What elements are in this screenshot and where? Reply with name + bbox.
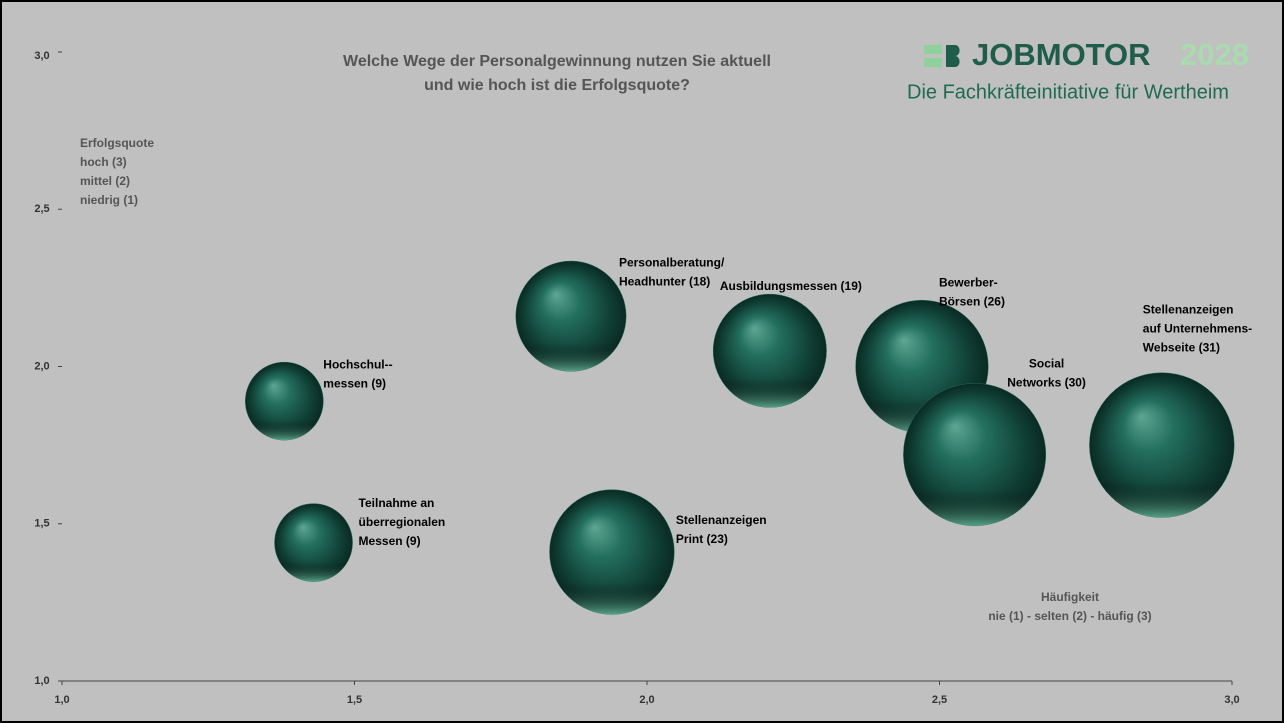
bubble-rim — [903, 383, 1046, 526]
bubble-label: messen (9) — [323, 376, 386, 390]
logo-name: JOBMOTOR — [972, 37, 1151, 72]
y-annotation: hoch (3) — [80, 155, 127, 169]
logo-icon — [924, 45, 942, 54]
x-annotation: nie (1) - selten (2) - häufig (3) — [988, 609, 1151, 623]
bubble-rim — [515, 261, 627, 372]
bubble-label: Personalberatung/ — [619, 255, 725, 269]
y-tick-label: 3,0 — [34, 50, 49, 62]
logo-year: 2028 — [1180, 37, 1249, 72]
logo-icon — [924, 58, 942, 67]
bubble-rim — [274, 503, 353, 582]
y-tick-label: 2,5 — [34, 203, 49, 215]
bubble-rim — [713, 294, 827, 408]
y-tick-label: 2,0 — [34, 360, 49, 372]
bubble-label: Börsen (26) — [939, 295, 1005, 309]
x-tick-label: 3,0 — [1224, 694, 1239, 706]
title: und wie hoch ist die Erfolgsquote? — [424, 77, 690, 94]
bubble-rim — [1089, 372, 1235, 518]
logo-icon — [946, 45, 960, 67]
bubble-rim — [549, 489, 675, 615]
bubble-label: Print (23) — [676, 532, 728, 546]
x-tick-label: 1,0 — [54, 694, 69, 706]
bubble-label: überregionalen — [359, 515, 446, 529]
bubble-label: Ausbildungsmessen (19) — [720, 279, 862, 293]
y-annotation: Erfolgsquote — [80, 136, 154, 150]
bubble-rim — [245, 362, 324, 441]
bubble-label: Social — [1029, 357, 1064, 371]
bubble-label: Hochschul-- — [323, 357, 392, 371]
logo-tagline: Die Fachkräfteinitiative für Wertheim — [907, 81, 1229, 103]
x-tick-label: 2,5 — [932, 694, 947, 706]
y-tick-label: 1,5 — [34, 518, 49, 530]
x-tick-label: 1,5 — [347, 694, 362, 706]
y-tick-label: 1,0 — [34, 675, 49, 687]
y-annotation: niedrig (1) — [80, 193, 138, 207]
bubble-label: Networks (30) — [1007, 376, 1086, 390]
x-tick-label: 2,0 — [639, 694, 654, 706]
y-annotation: mittel (2) — [80, 174, 130, 188]
bubble-label: Stellenanzeigen — [1143, 302, 1234, 316]
bubble-label: Messen (9) — [359, 534, 421, 548]
bubble-label: Stellenanzeigen — [676, 513, 767, 527]
bubble-label: Bewerber- — [939, 276, 998, 290]
bubble-label: Teilnahme an — [359, 496, 435, 510]
x-annotation: Häufigkeit — [1041, 590, 1099, 604]
title: Welche Wege der Personalgewinnung nutzen… — [343, 53, 771, 70]
bubble-label: auf Unternehmens- — [1143, 321, 1252, 335]
logo: JOBMOTOR 2028 Die Fachkräfteinitiative f… — [907, 37, 1249, 103]
bubble-label: Webseite (31) — [1143, 340, 1220, 354]
bubble-label: Headhunter (18) — [619, 274, 710, 288]
